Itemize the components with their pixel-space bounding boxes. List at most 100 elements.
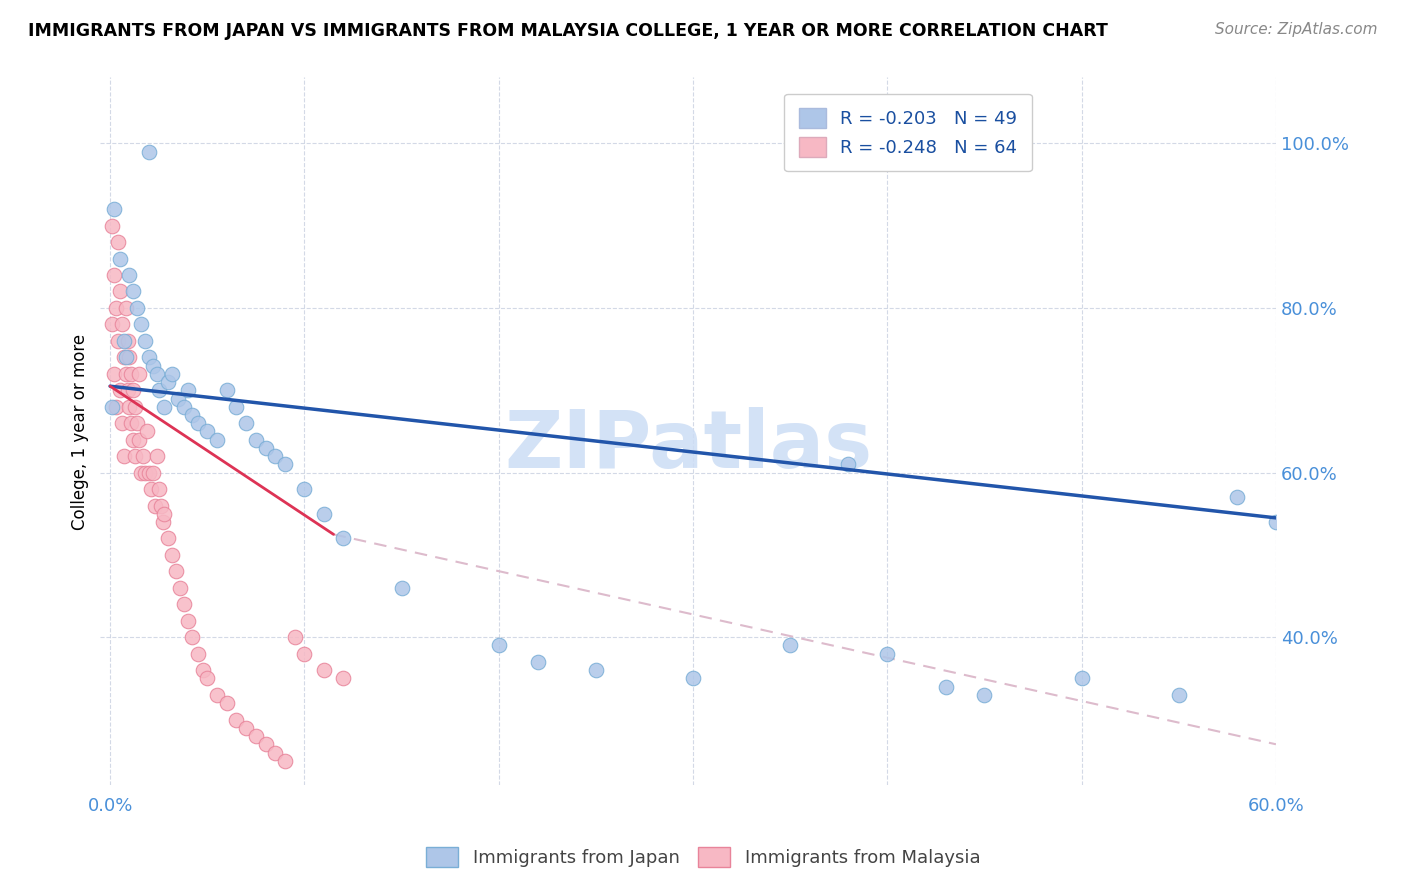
Point xyxy=(118,268,141,282)
Point xyxy=(195,672,218,686)
Point xyxy=(117,384,139,398)
Point xyxy=(112,334,135,348)
Point xyxy=(585,663,607,677)
Point xyxy=(103,202,125,216)
Point xyxy=(107,334,129,348)
Point xyxy=(118,351,141,365)
Point xyxy=(114,367,136,381)
Point xyxy=(332,532,354,546)
Point xyxy=(245,433,267,447)
Point xyxy=(108,384,131,398)
Point xyxy=(129,318,152,332)
Point xyxy=(162,367,184,381)
Point xyxy=(1070,672,1092,686)
Point xyxy=(138,145,160,159)
Text: ZIPatlas: ZIPatlas xyxy=(503,407,872,484)
Point xyxy=(120,367,142,381)
Legend: R = -0.203   N = 49, R = -0.248   N = 64: R = -0.203 N = 49, R = -0.248 N = 64 xyxy=(785,94,1032,171)
Point xyxy=(127,301,149,315)
Point xyxy=(225,400,247,414)
Point xyxy=(391,581,413,595)
Point xyxy=(127,416,149,430)
Point xyxy=(129,466,152,480)
Point xyxy=(205,688,228,702)
Point xyxy=(215,384,238,398)
Point xyxy=(186,647,208,661)
Text: IMMIGRANTS FROM JAPAN VS IMMIGRANTS FROM MALAYSIA COLLEGE, 1 YEAR OR MORE CORREL: IMMIGRANTS FROM JAPAN VS IMMIGRANTS FROM… xyxy=(28,22,1108,40)
Point xyxy=(148,384,170,398)
Point xyxy=(101,318,124,332)
Point xyxy=(162,548,184,562)
Point xyxy=(108,285,131,299)
Point xyxy=(284,630,307,644)
Point xyxy=(186,416,208,430)
Point xyxy=(876,647,898,661)
Point xyxy=(136,425,159,439)
Point xyxy=(292,482,315,496)
Point xyxy=(112,449,135,463)
Point xyxy=(148,482,170,496)
Point xyxy=(124,449,146,463)
Point xyxy=(195,425,218,439)
Point xyxy=(134,334,156,348)
Point xyxy=(128,367,150,381)
Point xyxy=(488,639,510,653)
Point xyxy=(274,458,297,472)
Point xyxy=(101,219,124,233)
Point xyxy=(118,400,141,414)
Point xyxy=(117,334,139,348)
Point xyxy=(173,598,195,612)
Point xyxy=(134,466,156,480)
Point xyxy=(193,663,215,677)
Point xyxy=(142,466,165,480)
Point xyxy=(122,384,145,398)
Point xyxy=(153,400,176,414)
Point xyxy=(114,301,136,315)
Y-axis label: College, 1 year or more: College, 1 year or more xyxy=(72,334,89,530)
Point xyxy=(138,466,160,480)
Point xyxy=(264,746,287,760)
Point xyxy=(973,688,995,702)
Point xyxy=(254,441,277,455)
Point xyxy=(235,416,257,430)
Point xyxy=(122,433,145,447)
Point xyxy=(177,384,200,398)
Point xyxy=(264,449,287,463)
Point xyxy=(145,367,167,381)
Point xyxy=(157,532,180,546)
Point xyxy=(254,737,277,751)
Point xyxy=(132,449,155,463)
Point xyxy=(935,680,957,694)
Point xyxy=(145,449,167,463)
Point xyxy=(124,400,146,414)
Point xyxy=(108,252,131,266)
Point xyxy=(152,515,174,529)
Point xyxy=(837,458,859,472)
Point xyxy=(312,663,335,677)
Point xyxy=(122,285,145,299)
Point xyxy=(111,416,134,430)
Point xyxy=(1226,491,1249,505)
Point xyxy=(245,729,267,743)
Point xyxy=(149,499,172,513)
Point xyxy=(682,672,704,686)
Point xyxy=(332,672,354,686)
Point xyxy=(128,433,150,447)
Point xyxy=(153,507,176,521)
Point xyxy=(235,721,257,735)
Point xyxy=(103,268,125,282)
Point xyxy=(312,507,335,521)
Point xyxy=(292,647,315,661)
Point xyxy=(169,581,191,595)
Point xyxy=(120,416,142,430)
Point xyxy=(165,565,187,579)
Point xyxy=(114,351,136,365)
Point xyxy=(1265,515,1288,529)
Point xyxy=(167,392,190,406)
Point xyxy=(215,696,238,710)
Point xyxy=(104,400,127,414)
Point xyxy=(103,367,125,381)
Point xyxy=(112,351,135,365)
Point xyxy=(104,301,127,315)
Point xyxy=(173,400,195,414)
